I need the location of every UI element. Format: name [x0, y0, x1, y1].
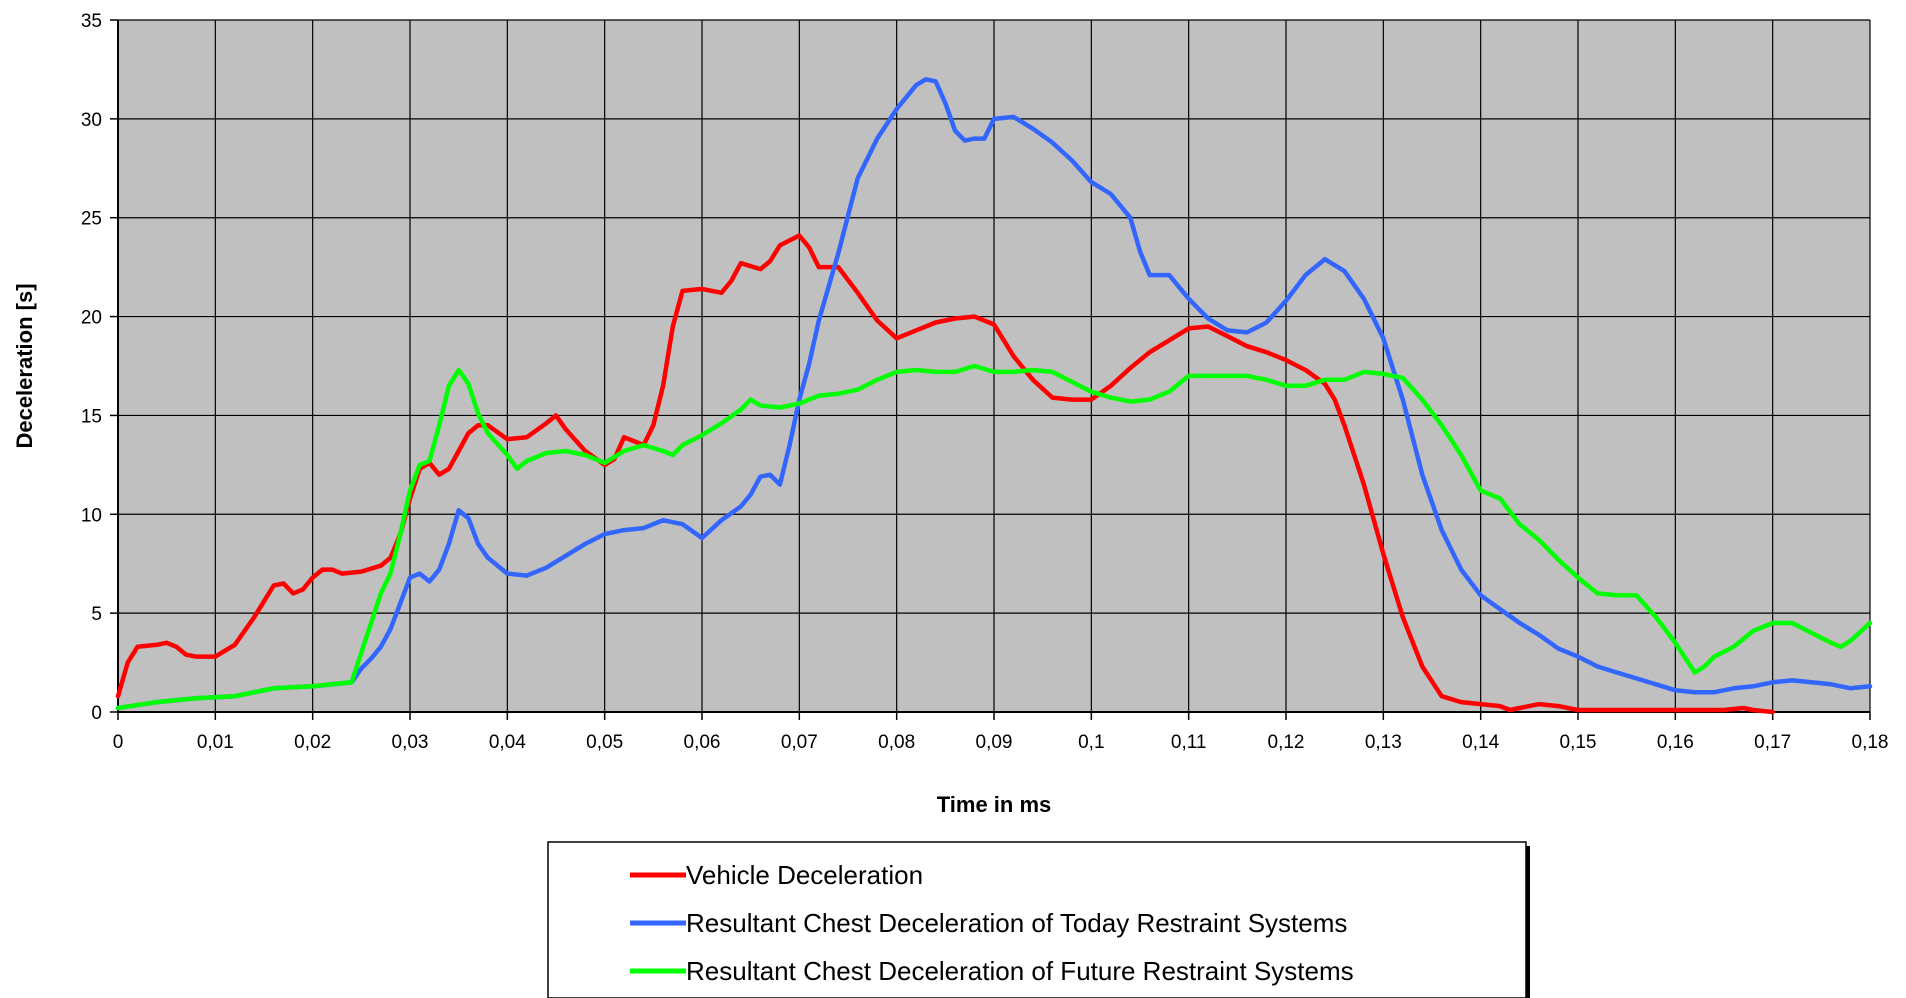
x-tick-label: 0,06	[684, 732, 721, 753]
y-axis-ticks: 0 5 10 15 20 25 30 35	[81, 11, 118, 724]
series-lines	[115, 77, 1873, 715]
legend-box	[547, 841, 1527, 998]
legend-label: Vehicle Deceleration	[686, 860, 923, 890]
y-axis-title: Deceleration [s]	[12, 283, 37, 448]
y-tick-label: 30	[81, 110, 102, 131]
x-axis-title: Time in ms	[937, 792, 1052, 817]
x-tick-label: 0,17	[1754, 732, 1791, 753]
x-tick-label: 0,08	[878, 732, 915, 753]
x-tick-label: 0,16	[1657, 732, 1694, 753]
x-tick-label: 0	[113, 732, 124, 753]
legend-label: Resultant Chest Deceleration of Today Re…	[686, 908, 1347, 938]
series-line-3	[115, 363, 1873, 711]
x-axis-ticks: 0 0,01 0,02 0,03 0,04 0,05 0,06 0,07 0,08 0,09 0,1…	[113, 712, 1889, 753]
x-tick-label: 0,03	[392, 732, 429, 753]
x-tick-label: 0,04	[489, 732, 526, 753]
y-tick-label: 35	[81, 11, 102, 32]
x-tick-label: 0,07	[781, 732, 818, 753]
x-tick-label: 0,12	[1268, 732, 1305, 753]
x-tick-label: 0,02	[294, 732, 331, 753]
y-tick-label: 0	[91, 703, 102, 724]
y-tick-label: 15	[81, 406, 102, 427]
x-tick-label: 0,18	[1852, 732, 1889, 753]
y-tick-label: 20	[81, 308, 102, 329]
x-tick-label: 0,11	[1171, 732, 1207, 753]
x-tick-label: 0,05	[586, 732, 623, 753]
series-line-1	[115, 233, 1775, 715]
y-tick-label: 25	[81, 209, 102, 230]
x-tick-label: 0,1	[1078, 732, 1104, 753]
y-tick-label: 5	[91, 604, 102, 625]
legend: Vehicle Deceleration Resultant Chest Dece…	[547, 841, 1530, 998]
series-line-2	[115, 77, 1873, 711]
x-tick-label: 0,01	[197, 732, 234, 753]
x-tick-label: 0,09	[976, 732, 1013, 753]
x-tick-label: 0,14	[1462, 732, 1499, 753]
legend-label: Resultant Chest Deceleration of Future R…	[686, 956, 1354, 986]
x-tick-label: 0,13	[1365, 732, 1402, 753]
y-tick-label: 10	[81, 505, 102, 526]
x-tick-label: 0,15	[1560, 732, 1597, 753]
